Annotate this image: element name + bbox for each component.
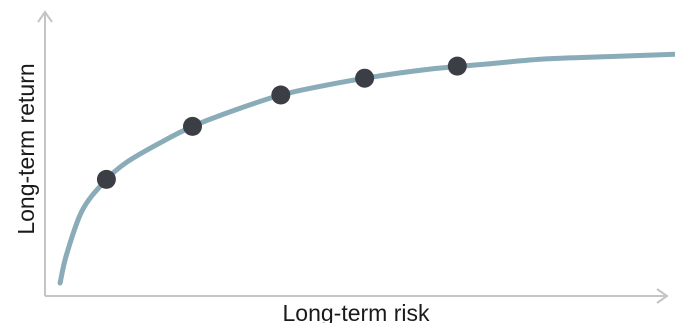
data-point-1 <box>96 169 116 189</box>
data-point-3 <box>271 85 291 105</box>
data-point-5 <box>447 56 467 76</box>
y-axis-label: Long-term return <box>13 63 39 234</box>
x-axis-arrow <box>656 288 669 304</box>
plot-area <box>57 51 675 286</box>
axes <box>37 10 669 304</box>
data-point-4 <box>355 68 375 88</box>
frontier-curve <box>57 51 675 286</box>
x-axis-label: Long-term risk <box>283 300 430 323</box>
data-point-2 <box>183 116 202 136</box>
y-axis-arrow <box>37 10 53 23</box>
